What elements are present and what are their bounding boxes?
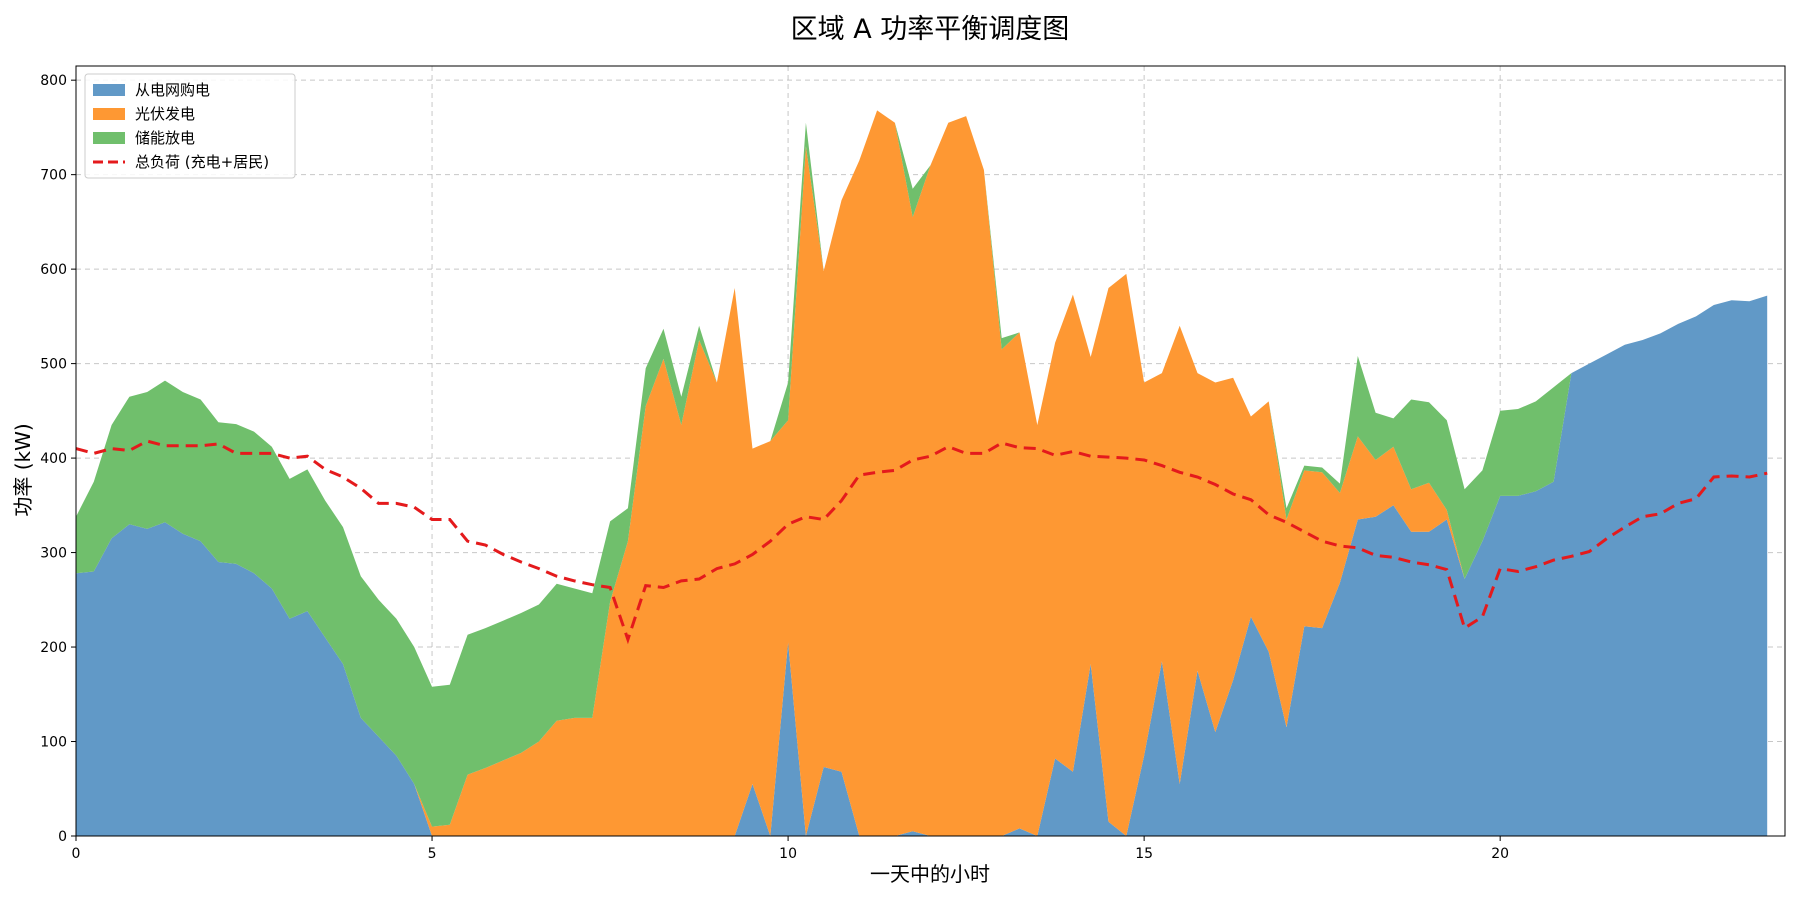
- x-tick-label: 0: [72, 846, 81, 862]
- y-axis-label: 功率 (kW): [11, 423, 35, 516]
- storage-discharge-area: [76, 110, 1768, 827]
- y-axis: 0 100 200 300 400 500 600 700 800: [40, 73, 76, 845]
- x-tick-label: 15: [1135, 846, 1153, 862]
- grid-purchase-area: [76, 295, 1768, 837]
- legend-swatch: [93, 108, 125, 120]
- legend-label: 储能放电: [135, 129, 195, 147]
- y-tick-label: 700: [40, 168, 67, 184]
- y-tick-label: 600: [40, 262, 67, 278]
- x-axis: 0 5 10 15 20: [72, 836, 1509, 862]
- legend-box: [84, 73, 296, 179]
- legend-label: 总负荷 (充电+居民): [135, 153, 269, 171]
- stacked-areas: [76, 110, 1768, 837]
- solar-generation-area: [76, 110, 1768, 836]
- legend-swatch: [93, 84, 125, 96]
- y-tick-label: 100: [40, 735, 67, 751]
- x-tick-label: 20: [1491, 846, 1509, 862]
- legend-label: 光伏发电: [135, 105, 195, 123]
- y-tick-label: 300: [40, 546, 67, 562]
- y-tick-label: 0: [58, 829, 67, 845]
- load-line-layer: [75, 439, 1768, 645]
- chart-title: 区域 A 功率平衡调度图: [791, 14, 1070, 45]
- y-tick-label: 500: [40, 357, 67, 373]
- y-tick-label: 200: [40, 640, 67, 656]
- legend-swatch: [93, 132, 125, 144]
- y-tick-label: 400: [40, 451, 67, 467]
- total-load-line: [75, 439, 1768, 645]
- y-tick-label: 800: [40, 73, 67, 89]
- plot-frame: [75, 65, 1786, 837]
- legend-label: 从电网购电: [135, 81, 210, 99]
- x-axis-label: 一天中的小时: [870, 862, 990, 886]
- x-tick-label: 10: [779, 846, 797, 862]
- x-tick-label: 5: [428, 846, 437, 862]
